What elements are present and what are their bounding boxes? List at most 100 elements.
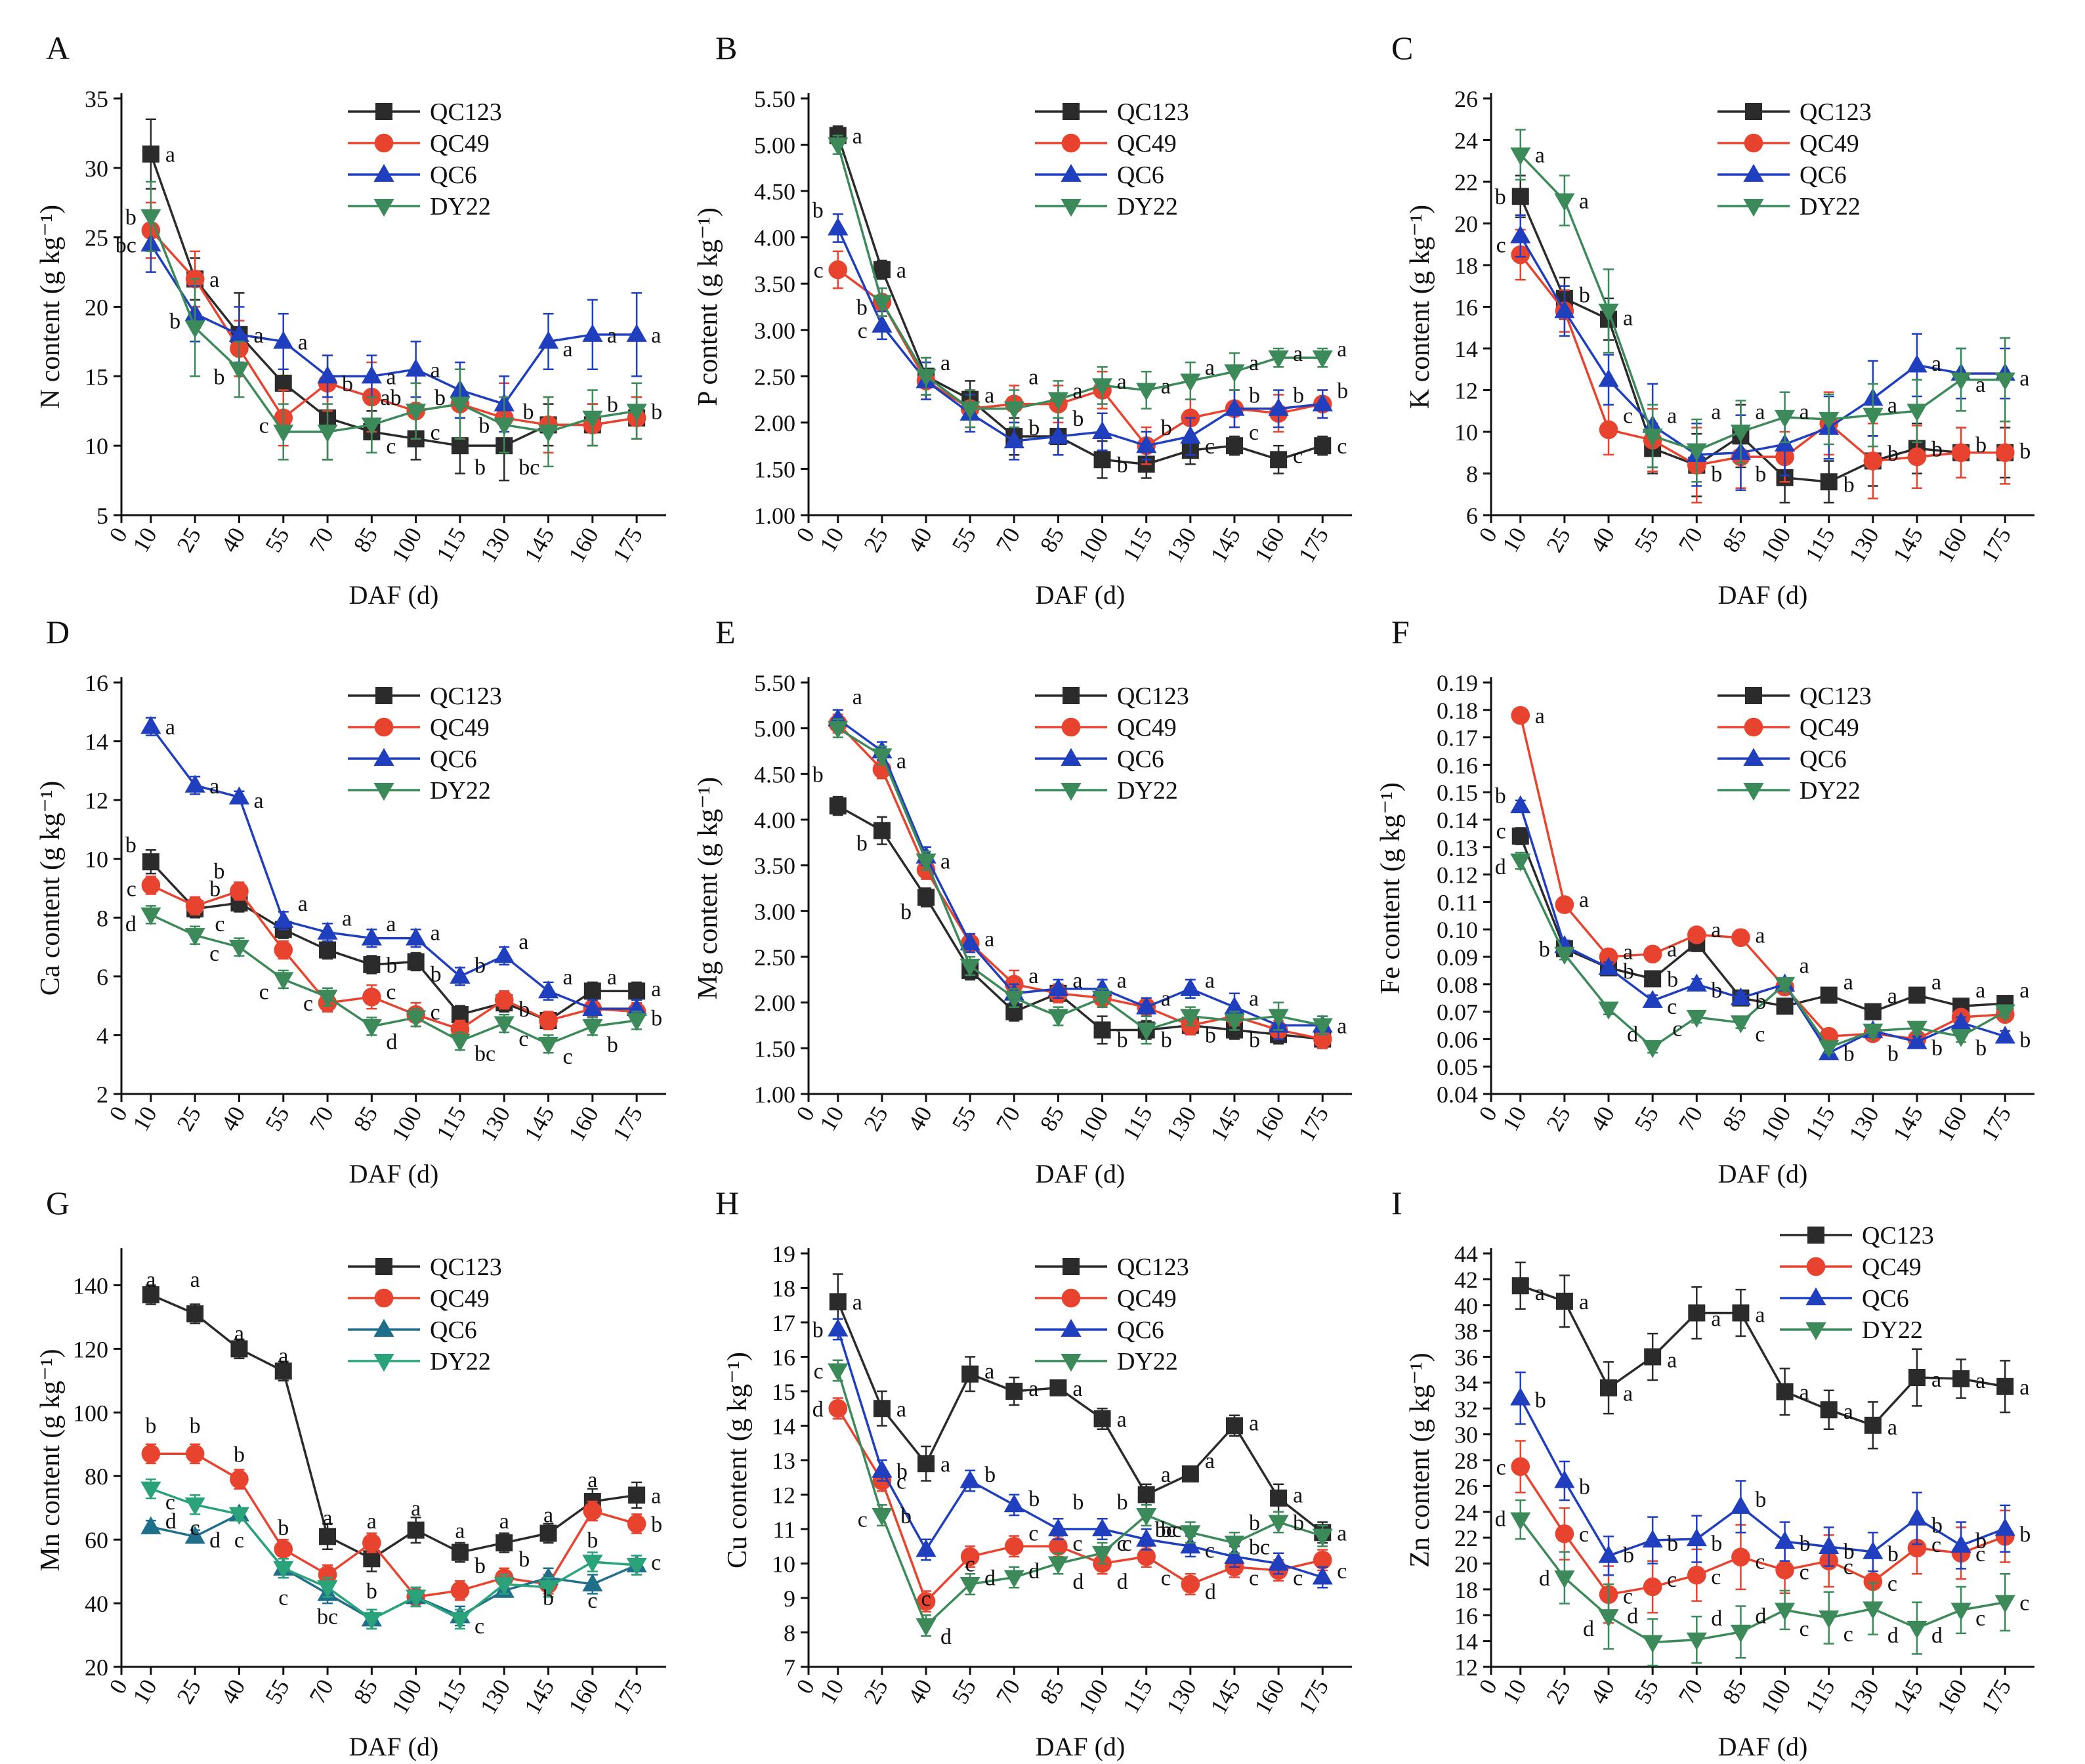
- series-qc6: [140, 1503, 647, 1630]
- significance-letter: bc: [474, 1041, 495, 1066]
- data-point: [1863, 1572, 1883, 1591]
- data-point: [1906, 1020, 1927, 1039]
- data-point: [1005, 1383, 1023, 1400]
- x-tick-label: 160: [563, 523, 604, 567]
- significance-letter: a: [1028, 964, 1038, 988]
- legend-label: QC123: [1800, 682, 1872, 710]
- data-point: [317, 424, 338, 443]
- significance-letter: b: [169, 310, 180, 334]
- significance-letter: a: [563, 965, 573, 990]
- panel-letter: C: [1391, 30, 1413, 66]
- significance-letter: b: [1843, 1041, 1855, 1066]
- x-tick-label: 130: [475, 1675, 516, 1719]
- significance-letter: b: [812, 763, 824, 787]
- significance-letter: a: [1249, 351, 1259, 375]
- y-tick-label: 16: [1454, 1603, 1478, 1629]
- significance-letter: a: [190, 1268, 200, 1292]
- x-tick-label: 85: [1717, 1102, 1752, 1135]
- legend: QC123 QC49 QC6 DY22: [1717, 682, 1872, 805]
- significance-letter: c: [1579, 1522, 1589, 1547]
- y-tick-label: 15: [85, 364, 108, 390]
- significance-letter: c: [651, 1551, 661, 1575]
- data-point: [582, 324, 603, 342]
- data-point: [961, 1365, 979, 1383]
- data-point: [1314, 437, 1332, 455]
- legend-label: QC123: [1862, 1222, 1934, 1250]
- legend-label: DY22: [430, 777, 491, 805]
- data-point: [1642, 1635, 1663, 1653]
- data-point: [1863, 408, 1884, 426]
- data-point: [1091, 421, 1113, 440]
- legend-marker: [1744, 717, 1763, 737]
- significance-letter: b: [1975, 1529, 1987, 1553]
- data-point: [539, 1011, 558, 1030]
- legend-label: QC123: [430, 98, 502, 126]
- data-point: [273, 910, 294, 928]
- significance-letter: a: [298, 330, 308, 354]
- significance-letter: c: [259, 980, 269, 1004]
- data-point: [1644, 1348, 1662, 1366]
- significance-letter: c: [2019, 1591, 2029, 1616]
- x-tick-label: 160: [1931, 1675, 1972, 1719]
- data-point: [1554, 300, 1575, 318]
- y-tick-label: 0.18: [1437, 698, 1478, 724]
- data-point: [186, 1305, 204, 1323]
- data-point: [1994, 1518, 2015, 1536]
- x-tick-label: 10: [1497, 523, 1532, 556]
- data-point: [494, 1576, 515, 1595]
- data-point: [1224, 1535, 1245, 1554]
- legend-marker: [1744, 133, 1763, 153]
- x-tick-label: 175: [607, 1102, 648, 1146]
- significance-letter: a: [455, 1519, 465, 1544]
- series-line: [150, 1452, 637, 1599]
- x-tick-label: 160: [1249, 523, 1290, 567]
- significance-letter: a: [146, 1268, 156, 1292]
- y-axis-title: Fe content (g kg⁻¹): [1376, 782, 1406, 994]
- x-tick-label: 25: [858, 1102, 893, 1135]
- y-tick-label: 0.11: [1437, 889, 1478, 915]
- significance-letter: a: [1667, 937, 1677, 961]
- data-point: [1180, 978, 1201, 996]
- significance-letter: d: [1117, 1570, 1128, 1594]
- data-point: [1864, 1003, 1882, 1020]
- significance-letter: c: [1623, 404, 1633, 429]
- data-point: [1906, 1620, 1927, 1639]
- significance-letter: b: [523, 400, 534, 424]
- data-point: [407, 953, 425, 971]
- data-point: [1268, 1553, 1289, 1571]
- data-point: [1511, 1457, 1530, 1477]
- y-tick-label: 16: [85, 670, 108, 696]
- significance-letter: a: [1249, 1411, 1259, 1435]
- x-tick-label: 70: [1674, 1675, 1708, 1708]
- data-point: [495, 1534, 513, 1551]
- y-tick-label: 80: [85, 1463, 108, 1490]
- legend-label: QC123: [1800, 98, 1872, 126]
- y-tick-label: 40: [85, 1591, 108, 1617]
- legend-marker: [1063, 687, 1080, 704]
- series-dy22: [140, 905, 647, 1055]
- data-point: [141, 875, 161, 895]
- data-point: [1003, 1494, 1024, 1513]
- x-tick-label: 70: [991, 1102, 1026, 1135]
- y-tick-label: 14: [85, 729, 108, 755]
- significance-letter: a: [1843, 1400, 1853, 1424]
- significance-letter: c: [209, 942, 219, 966]
- significance-letter: c: [921, 1587, 931, 1611]
- x-tick-label: 10: [127, 1102, 162, 1135]
- significance-letter: a: [1535, 1281, 1545, 1305]
- data-point: [1906, 404, 1927, 422]
- data-point: [1994, 372, 2015, 390]
- significance-letter: a: [1623, 1382, 1633, 1406]
- x-tick-label: 130: [1161, 523, 1202, 567]
- legend-label: QC123: [1117, 1253, 1189, 1281]
- data-point: [1642, 429, 1663, 447]
- data-point: [1731, 1547, 1750, 1566]
- significance-letter: d: [1931, 1624, 1943, 1648]
- data-point: [317, 921, 338, 940]
- significance-letter: a: [209, 774, 219, 799]
- y-tick-label: 9: [784, 1586, 795, 1612]
- x-axis-title: DAF (d): [1036, 1159, 1126, 1188]
- y-tick-label: 12: [772, 1482, 795, 1509]
- y-tick-label: 10: [85, 433, 108, 459]
- significance-letter: a: [323, 1506, 333, 1530]
